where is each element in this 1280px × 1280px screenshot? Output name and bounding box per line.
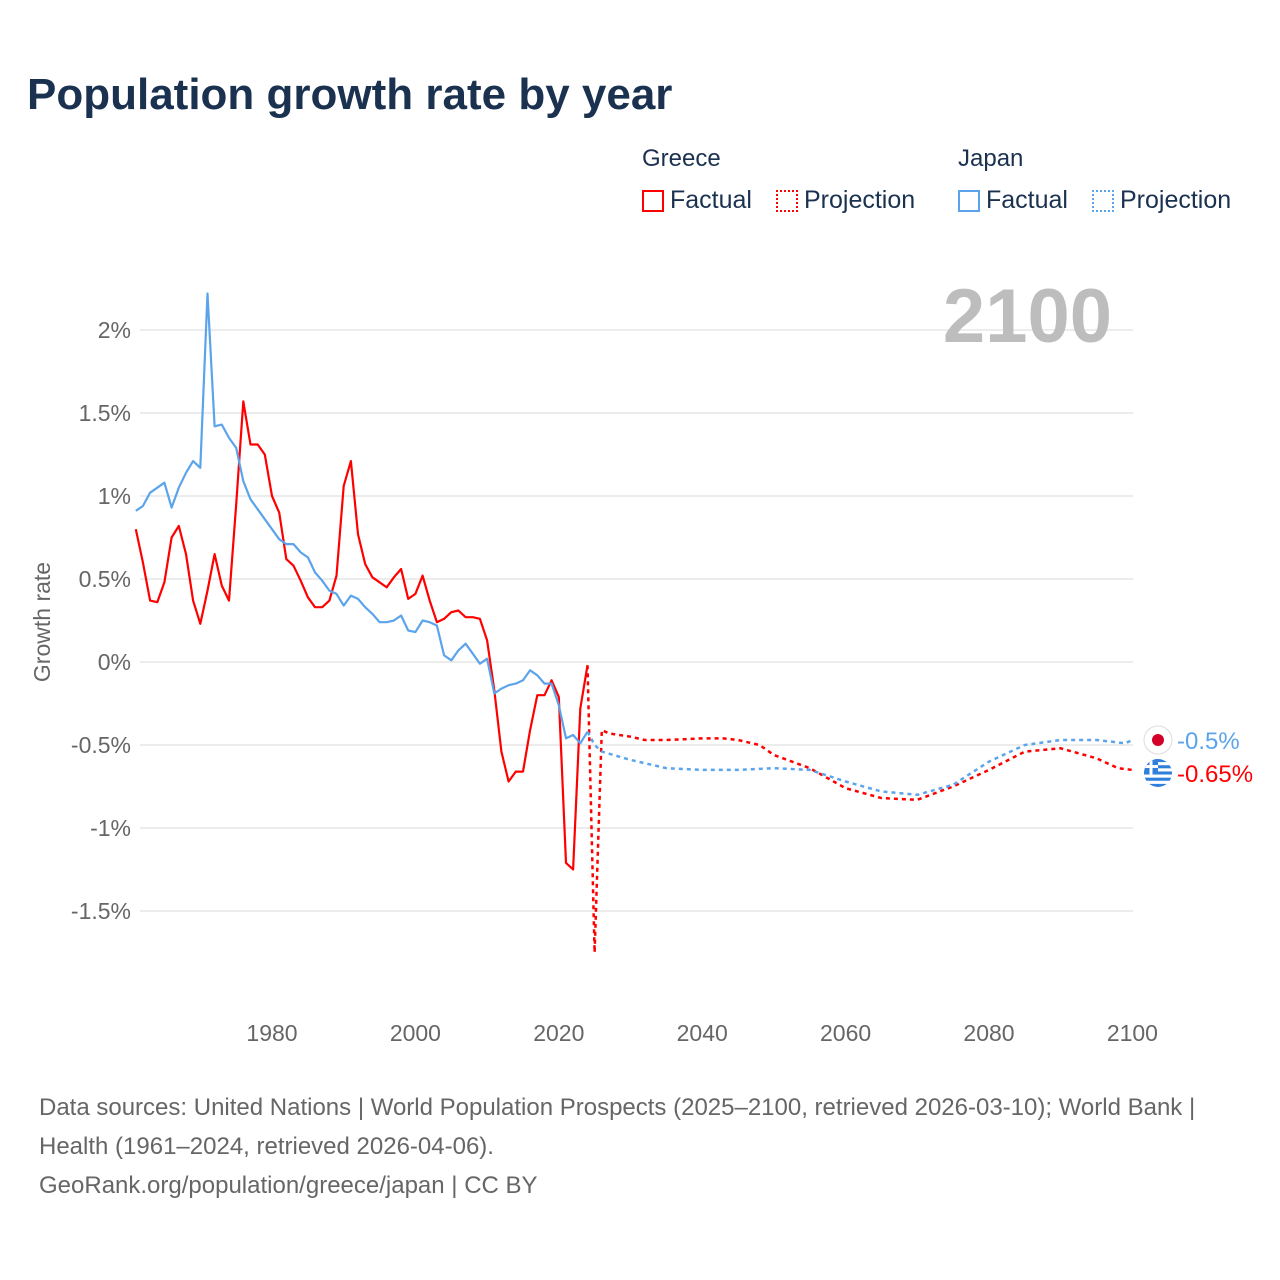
y-tick-label: 0.5% [79,566,131,592]
legend-greece-factual[interactable]: Factual [642,186,752,215]
y-tick-label: 1.5% [79,400,131,426]
y-tick-label: 1% [98,483,131,509]
legend-swatch [958,189,980,212]
end-value-label: -0.5% [1177,728,1240,755]
series-line-japan-factual [135,292,589,745]
x-tick-label: 1980 [246,1020,297,1046]
x-tick-label: 2100 [1107,1020,1158,1046]
legend-swatch [642,189,664,212]
legend-swatch [1092,189,1114,212]
series-line-greece-factual [134,400,589,871]
x-tick-label: 2080 [963,1020,1014,1046]
legend-swatch [776,189,798,212]
data-sources: Data sources: United Nations | World Pop… [39,1094,1196,1160]
x-tick-label: 2020 [533,1020,584,1046]
legend-japan-title: Japan [958,145,1024,172]
y-tick-label: -1% [90,815,131,841]
series-line-greece-projection [586,665,1133,954]
page-title: Population growth rate by year [27,70,673,119]
y-tick-label: 0% [98,649,131,675]
y-axis-label: Growth rate [29,562,55,682]
footer: Data sources: United Nations | World Pop… [39,1088,1239,1205]
y-tick-label: -0.5% [71,732,131,758]
x-tick-label: 2060 [820,1020,871,1046]
legend-greece-title: Greece [642,145,721,172]
y-tick-label: 2% [98,317,131,343]
series-line-japan-projection [586,731,1133,797]
year-label: 2100 [943,274,1112,359]
credit-link[interactable]: GeoRank.org/population/greece/japan | CC… [39,1172,538,1199]
x-tick-label: 2000 [390,1020,441,1046]
legend-japan-factual[interactable]: Factual [958,186,1068,215]
greece-flag-icon [1144,759,1172,787]
plot-area: 2% 1.5% 1% 0.5% 0% -0.5% -1% -1.5% 1980 2000 2020 2… [29,274,1253,1046]
legend-japan-projection[interactable]: Projection [1092,186,1231,215]
end-value-label: -0.65% [1177,761,1253,788]
legend-greece-projection[interactable]: Projection [776,186,915,215]
y-tick-label: -1.5% [71,898,131,924]
x-tick-label: 2040 [677,1020,728,1046]
japan-flag-icon [1143,725,1173,755]
